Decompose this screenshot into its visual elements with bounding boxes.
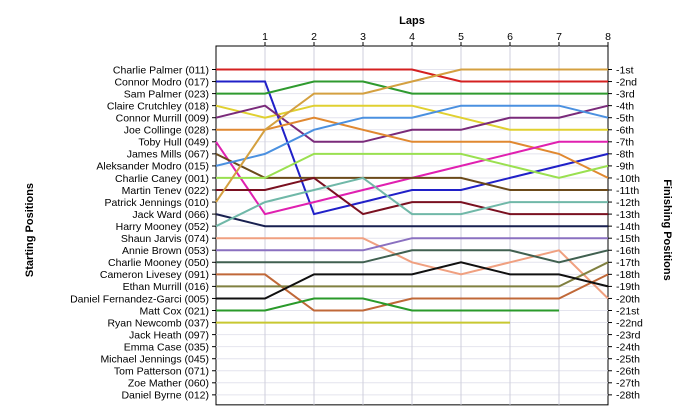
starting-driver-label: Connor Murrill (009): [116, 113, 209, 125]
starting-driver-label: Connor Modro (017): [114, 76, 209, 88]
series-line-11: [216, 176, 608, 216]
finishing-position-label: -1st: [616, 64, 634, 76]
lap-tick-label: 1: [262, 31, 268, 43]
starting-driver-label: Harry Mooney (052): [116, 221, 209, 233]
lap-tick-label: 4: [409, 31, 415, 43]
series-line-14: [215, 176, 608, 228]
finishing-position-label: -7th: [616, 137, 634, 149]
starting-driver-label: Shaun Jarvis (074): [121, 233, 209, 245]
series-line-16: [216, 237, 608, 252]
finishing-position-label: -17th: [616, 257, 640, 269]
series-line-10: [216, 152, 609, 179]
starting-driver-label: Annie Brown (053): [122, 245, 209, 257]
starting-driver-label: Cameron Livesey (091): [100, 269, 209, 281]
series-line-8: [215, 153, 608, 191]
finishing-position-label: -24th: [616, 341, 640, 353]
finishing-position-label: -15th: [616, 233, 640, 245]
finishing-position-label: -12th: [616, 197, 640, 209]
lap-tick-label: 6: [507, 31, 513, 43]
finishing-position-label: -8th: [616, 149, 634, 161]
starting-driver-label: Sam Palmer (023): [124, 88, 209, 100]
starting-driver-label: Daniel Fernandez-Garci (005): [70, 293, 209, 305]
finishing-position-label: -26th: [616, 366, 640, 378]
starting-driver-label: Ryan Newcomb (037): [107, 317, 209, 329]
series-line-13: [215, 213, 608, 228]
starting-driver-label: Martin Tenev (022): [122, 185, 209, 197]
starting-driver-label: James Mills (067): [127, 149, 209, 161]
finishing-position-label: -9th: [616, 161, 634, 173]
series-line-20: [216, 261, 609, 300]
series-line-21: [216, 297, 559, 312]
series-line-12: [215, 68, 608, 203]
finishing-position-label: -4th: [616, 100, 634, 112]
finishing-position-label: -6th: [616, 125, 634, 137]
lap-tick-label: 5: [458, 31, 464, 43]
starting-driver-label: Ethan Murrill (016): [123, 281, 209, 293]
finishing-position-label: -2nd: [616, 76, 637, 88]
series-line-6: [216, 116, 609, 179]
right-axis-label: Finishing Positions: [661, 179, 673, 280]
series-line-1: [216, 68, 608, 83]
left-axis-label: Starting Positions: [24, 183, 36, 277]
finishing-position-label: -28th: [616, 390, 640, 402]
series-line-3: [216, 80, 608, 95]
finishing-position-label: -23rd: [616, 329, 641, 341]
series-line-19: [216, 261, 609, 288]
starting-driver-label: Aleksander Modro (015): [96, 161, 209, 173]
starting-driver-label: Toby Hull (049): [138, 137, 209, 149]
finishing-position-label: -3rd: [616, 88, 635, 100]
starting-driver-label: Jack Heath (097): [129, 329, 209, 341]
finishing-position-label: -21st: [616, 305, 639, 317]
starting-driver-label: Claire Crutchley (018): [107, 100, 209, 112]
starting-driver-label: Charlie Palmer (011): [113, 64, 209, 76]
starting-driver-label: Daniel Byrne (012): [121, 390, 209, 402]
series-lines: [215, 68, 609, 324]
starting-driver-label: Zoe Mather (060): [128, 378, 209, 390]
finishing-position-label: -20th: [616, 293, 640, 305]
starting-driver-label: Tom Patterson (071): [114, 366, 209, 378]
series-line-9: [215, 104, 609, 167]
lap-ticks: 1 2 3 4 5 6 7 8: [262, 31, 611, 46]
starting-driver-label: Michael Jennings (045): [100, 354, 209, 366]
finishing-position-label: -27th: [616, 378, 640, 390]
starting-driver-label: Matt Cox (021): [140, 305, 209, 317]
lap-tick-label: 2: [311, 31, 317, 43]
top-axis-label: Laps: [399, 15, 425, 27]
finishing-position-label: -22nd: [616, 317, 643, 329]
starting-driver-label: Charlie Mooney (050): [108, 257, 209, 269]
finishing-position-label: -25th: [616, 354, 640, 366]
starting-driver-label: Emma Case (035): [124, 341, 209, 353]
lap-tick-label: 3: [360, 31, 366, 43]
lap-tick-label: 8: [605, 31, 611, 43]
finishing-position-label: -19th: [616, 281, 640, 293]
finishing-position-label: -5th: [616, 113, 634, 125]
finishing-position-label: -13th: [616, 209, 640, 221]
series-line-15: [216, 237, 609, 300]
finishing-position-label: -10th: [616, 173, 640, 185]
starting-positions-list: Charlie Palmer (011)Connor Modro (017)Sa…: [70, 64, 216, 402]
finishing-positions-list: -1st-2nd-3rd-4th-5th-6th-7th-8th-9th-10t…: [608, 64, 643, 402]
finishing-position-label: -11th: [616, 185, 639, 197]
starting-driver-label: Joe Collinge (028): [124, 125, 209, 137]
series-line-4: [215, 104, 608, 131]
starting-driver-label: Patrick Jennings (010): [105, 197, 209, 209]
finishing-position-label: -16th: [616, 245, 640, 257]
lap-tick-label: 7: [556, 31, 562, 43]
starting-driver-label: Jack Ward (066): [132, 209, 209, 221]
starting-driver-label: Charlie Caney (001): [115, 173, 209, 185]
finishing-position-label: -14th: [616, 221, 640, 233]
series-line-17: [216, 249, 609, 264]
finishing-position-label: -18th: [616, 269, 640, 281]
